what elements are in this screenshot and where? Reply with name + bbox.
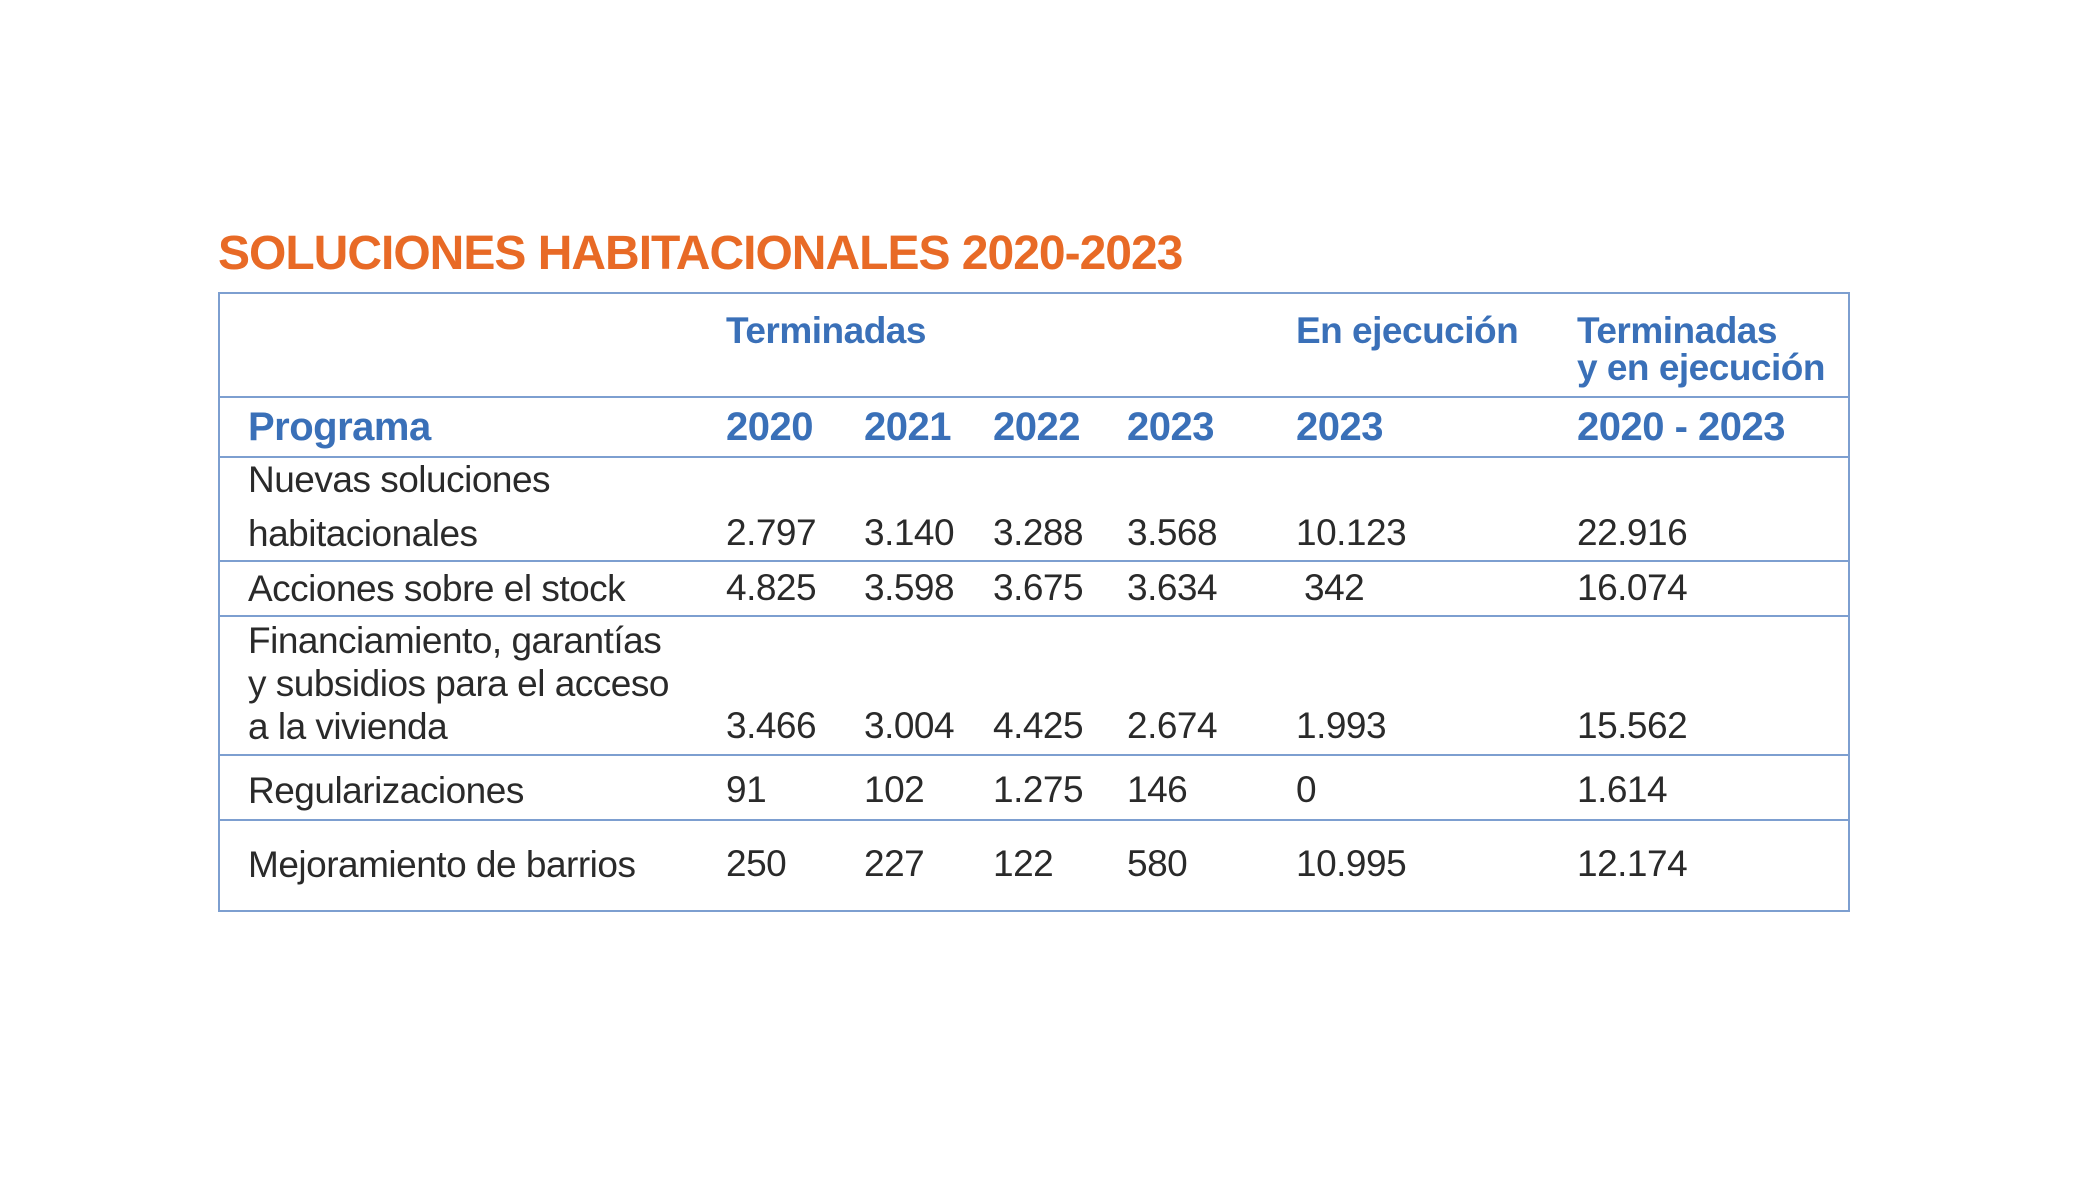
table-cell: 4.825 — [726, 567, 817, 608]
table-cell: 2.797 — [726, 512, 817, 553]
table-cell: 12.174 — [1577, 843, 1688, 884]
table-cell: 122 — [993, 843, 1054, 884]
column-header-2020: 2020 — [726, 405, 813, 449]
table-cell: 3.568 — [1127, 512, 1218, 553]
column-header-2023: 2023 — [1127, 405, 1214, 449]
table-cell: 3.634 — [1127, 567, 1218, 608]
table-cell: 15.562 — [1577, 705, 1688, 746]
table-cell: 4.425 — [993, 705, 1084, 746]
column-header-2020-2023: 2020 - 2023 — [1577, 405, 1786, 449]
table-cell: 227 — [864, 843, 925, 884]
divider — [220, 754, 1848, 756]
table-title: SOLUCIONES HABITACIONALES 2020-2023 — [218, 227, 1183, 280]
column-header-2023-en-ejecucion: 2023 — [1296, 405, 1383, 449]
row-label-mejoramiento-barrios: Mejoramiento de barrios — [248, 844, 636, 885]
table-cell: 1.993 — [1296, 705, 1387, 746]
table-cell: 3.598 — [864, 567, 955, 608]
table-cell: 3.466 — [726, 705, 817, 746]
divider — [220, 615, 1848, 617]
table-cell: 146 — [1127, 769, 1188, 810]
row-label-nuevas-soluciones-line1: Nuevas soluciones — [248, 459, 551, 500]
table-cell: 250 — [726, 843, 787, 884]
group-header-en-ejecucion: En ejecución — [1296, 310, 1519, 351]
table-cell: 22.916 — [1577, 512, 1688, 553]
table-cell: 2.674 — [1127, 705, 1218, 746]
row-label-regularizaciones: Regularizaciones — [248, 770, 524, 811]
group-header-terminadas: Terminadas — [726, 310, 926, 351]
table-cell: 16.074 — [1577, 567, 1688, 608]
table-cell: 3.140 — [864, 512, 955, 553]
row-label-financiamiento-line2: y subsidios para el acceso — [248, 663, 669, 704]
divider — [220, 456, 1848, 458]
row-label-nuevas-soluciones-line2: habitacionales — [248, 513, 478, 554]
table-cell: 1.275 — [993, 769, 1084, 810]
group-header-total-line1: Terminadas — [1577, 310, 1777, 351]
table-cell: 102 — [864, 769, 925, 810]
group-header-total-line2: y en ejecución — [1577, 347, 1826, 388]
divider — [220, 819, 1848, 821]
divider — [220, 560, 1848, 562]
table-cell: 91 — [726, 769, 767, 810]
divider — [220, 396, 1848, 398]
row-label-financiamiento-line1: Financiamiento, garantías — [248, 620, 662, 661]
table-cell: 580 — [1127, 843, 1188, 884]
table-cell: 3.004 — [864, 705, 955, 746]
housing-solutions-table: Terminadas En ejecución Terminadas y en … — [218, 292, 1850, 912]
row-label-acciones-stock: Acciones sobre el stock — [248, 568, 626, 609]
table-cell: 1.614 — [1577, 769, 1668, 810]
table-cell: 0 — [1296, 769, 1317, 810]
table-cell: 3.675 — [993, 567, 1084, 608]
table-cell: 3.288 — [993, 512, 1084, 553]
column-header-2022: 2022 — [993, 405, 1080, 449]
table-cell: 342 — [1304, 567, 1365, 608]
table-cell: 10.123 — [1296, 512, 1407, 553]
column-header-2021: 2021 — [864, 405, 951, 449]
row-label-financiamiento-line3: a la vivienda — [248, 706, 448, 747]
table-cell: 10.995 — [1296, 843, 1407, 884]
column-header-programa: Programa — [248, 405, 431, 449]
